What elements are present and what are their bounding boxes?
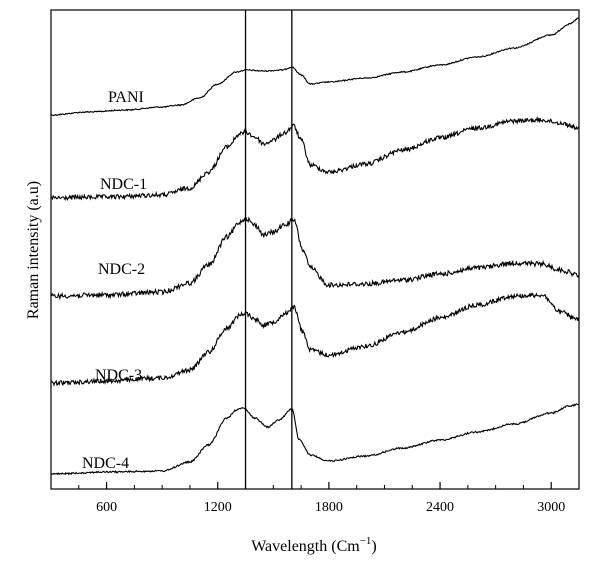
series-group [50,17,580,476]
x-tick-label-1800: 1800 [315,500,343,515]
plot-frame [50,9,580,490]
x-axis-label-close: ) [371,538,376,555]
series-label-ndc-4: NDC-4 [82,455,129,472]
reference-lines [244,10,293,489]
series-label-ndc-1: NDC-1 [100,176,147,193]
series-line-ndc-2 [50,216,580,301]
x-axis-label-main: Wavelength (Cm [251,538,360,555]
series-label-ndc-2: NDC-2 [98,261,145,278]
y-axis-label: Raman intensity (a.u) [25,181,42,319]
x-tick-label-3000: 3000 [537,500,565,515]
series-line-pani [50,17,579,117]
x-axis-ticks: 600 1200 1800 2400 3000 [78,482,580,515]
series-label-pani: PANI [108,89,144,106]
x-tick-label-600: 600 [96,500,117,515]
x-tick-label-2400: 2400 [426,500,454,515]
x-axis-label-sup: −1 [360,535,372,547]
x-axis-label: Wavelength (Cm−1) [251,535,377,555]
series-line-ndc-4 [50,403,579,476]
x-tick-label-1200: 1200 [204,500,232,515]
series-line-ndc-1 [50,115,580,202]
series-label-ndc-3: NDC-3 [95,367,142,384]
series-line-ndc-3 [50,292,580,387]
